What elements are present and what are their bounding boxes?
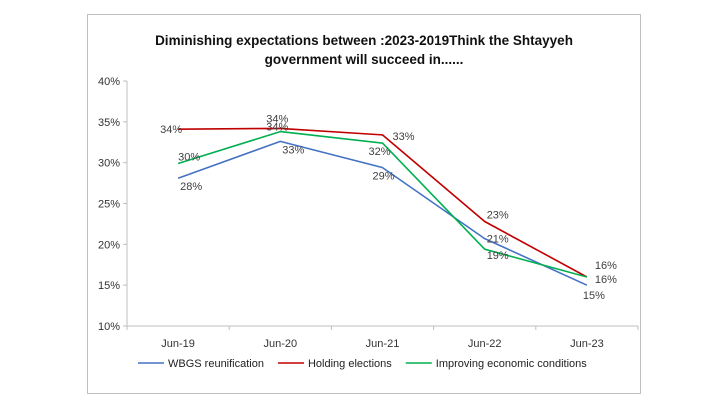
x-tick-label: Jun-20 [263,338,297,350]
legend-item: Holding elections [308,358,392,370]
y-tick-label: 20% [98,239,120,251]
chart-title-line2: government will succeed in...... [264,52,464,67]
legend-item: Improving economic conditions [436,358,588,370]
data-label: 19% [487,250,509,262]
chart-frame: Diminishing expectations between :2023-2… [87,14,641,394]
x-tick-label: Jun-23 [570,338,604,350]
data-label: 16% [595,260,617,272]
data-label: 34% [266,122,288,134]
data-label: 32% [369,146,391,158]
y-tick-label: 25% [98,199,120,211]
y-tick-label: 40% [98,76,120,88]
data-label: 21% [487,234,509,246]
y-tick-label: 30% [98,158,120,170]
data-label: 33% [393,131,415,143]
data-label: 34% [266,113,288,125]
series-line-2 [178,127,588,278]
chart-title: Diminishing expectations between :2023-2… [88,31,640,69]
data-label: 23% [487,209,509,221]
data-label: 28% [180,181,202,193]
data-label: 16% [595,274,617,286]
y-tick-label: 15% [98,280,120,292]
series-line-3 [177,130,588,278]
x-tick-label: Jun-19 [161,338,195,350]
chart-title-line1: Diminishing expectations between :2023-2… [155,33,573,48]
y-tick-label: 10% [98,321,120,333]
legend-item: WBGS reunification [168,358,264,370]
line-chart: 10% 15% 20% 25% 30% 35% 40% Jun-19 Jun-20 Jun-21 J… [98,76,639,370]
series-line-1 [177,140,588,286]
data-label: 34% [160,124,182,136]
y-tick-label: 35% [98,117,120,129]
x-tick-label: Jun-22 [468,338,502,350]
x-tick-label: Jun-21 [366,338,400,350]
data-label: 15% [583,290,605,302]
data-label: 33% [282,144,304,156]
data-label: 29% [373,171,395,183]
data-label: 30% [178,151,200,163]
